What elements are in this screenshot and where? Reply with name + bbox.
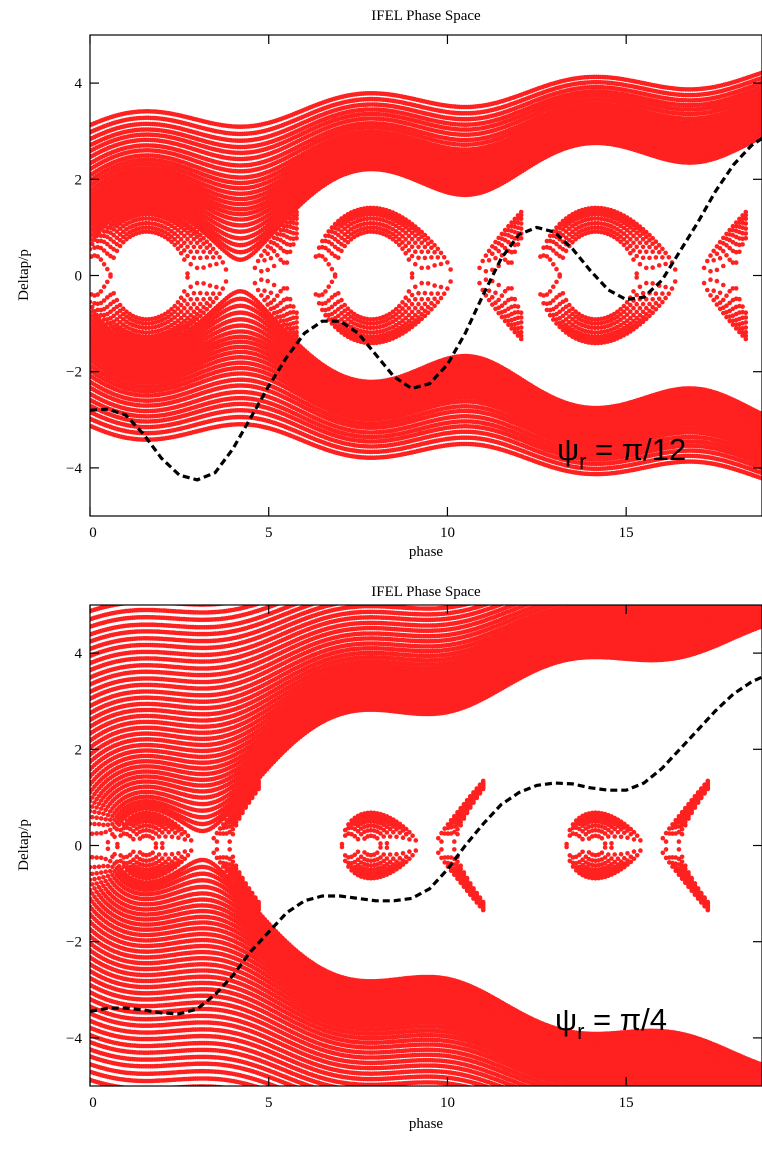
plot-area: [90, 70, 762, 482]
chart-title: IFEL Phase Space: [371, 8, 481, 24]
phase-space-trajectories: [90, 70, 762, 481]
